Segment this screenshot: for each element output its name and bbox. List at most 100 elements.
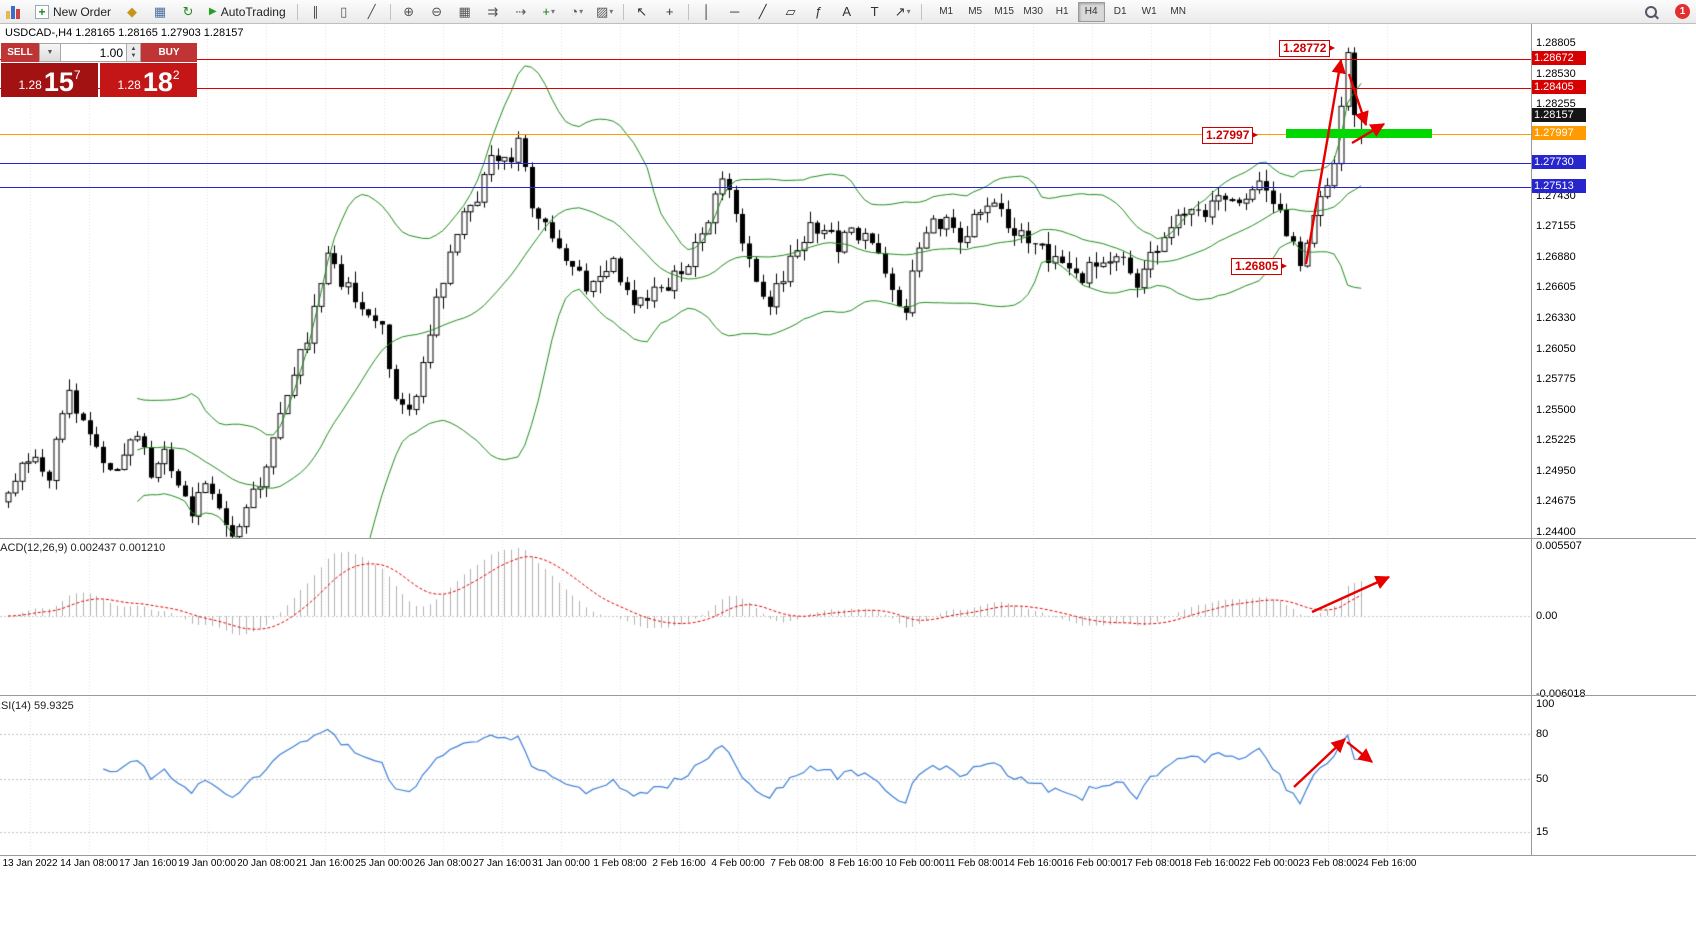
macd-panel-separator[interactable] [0, 538, 1696, 539]
horizontal-line-button[interactable]: ─ [721, 1, 749, 23]
price-scale-label: 1.28805 [1536, 37, 1576, 49]
templates-dropdown-icon: ▾ [609, 7, 614, 16]
time-scale-label: 31 Jan 00:00 [532, 858, 590, 869]
candlestick-chart-icon: ▯ [340, 4, 348, 19]
buy-price-big: 18 [142, 67, 173, 97]
price-scale-label: 0.00 [1536, 610, 1558, 622]
price-scale-label: 80 [1536, 728, 1549, 740]
price-scale-label: 1.26330 [1536, 311, 1576, 324]
time-scale-label: 16 Feb 00:00 [1062, 858, 1122, 869]
price-scale-label: 1.25225 [1536, 434, 1576, 447]
search-icon [1645, 5, 1657, 18]
price-highlight-label: 1.27730 [1532, 155, 1586, 170]
volume-dropdown-button[interactable]: ▼ [39, 43, 61, 62]
line-chart-icon: ╱ [367, 4, 376, 19]
text-label-icon: T [870, 4, 879, 19]
arrows-tool-dropdown-icon: ▾ [906, 7, 911, 16]
indicators-button[interactable]: + ▾ [535, 1, 563, 23]
trendline-icon: ╱ [758, 4, 767, 19]
candlestick-chart-button[interactable]: ▯ [330, 1, 358, 23]
timeframe-button-h1[interactable]: H1 [1055, 6, 1069, 17]
price-scale-label: 1.25775 [1536, 373, 1576, 386]
search-button[interactable] [1637, 1, 1665, 23]
bar-chart-button[interactable]: ∥ [302, 1, 330, 23]
timeframe-button-m15[interactable]: M15 [994, 6, 1014, 17]
price-scale-separator [1531, 24, 1532, 855]
timeframe-button-m1[interactable]: M1 [939, 6, 954, 17]
timeframe-button-m5[interactable]: M5 [968, 6, 983, 17]
time-scale-label: 4 Feb 00:00 [711, 858, 765, 869]
volume-spinner[interactable]: ▲ ▼ [127, 43, 141, 62]
market-watch-button[interactable]: ▦ [146, 1, 174, 23]
sell-price-prefix: 1.28 [18, 78, 42, 92]
refresh-button[interactable]: ↻ [174, 1, 202, 23]
time-scale-label: 24 Feb 16:00 [1357, 858, 1417, 869]
expert-advisors-button[interactable]: ◆ [118, 1, 146, 23]
text-button[interactable]: A [833, 1, 861, 23]
crosshair-icon: + [665, 4, 674, 19]
timeframe-button-mn[interactable]: MN [1170, 6, 1186, 17]
equidistant-channel-button[interactable]: ▱ [777, 1, 805, 23]
price-highlight-label: 1.27997 [1532, 125, 1586, 140]
time-scale-label: 20 Jan 08:00 [237, 858, 295, 869]
time-scale-label: 17 Feb 08:00 [1121, 858, 1181, 869]
time-scale-label: 2 Feb 16:00 [652, 858, 706, 869]
sell-button[interactable]: SELL [1, 43, 39, 62]
time-scale-label: 23 Feb 08:00 [1298, 858, 1358, 869]
crosshair-button[interactable]: + [656, 1, 684, 23]
main-toolbar: + New Order ◆ ▦ ↻ ▶ AutoTrading ∥ ▯ ╱ ⊕ ⊖ ▦ ⇉ ⇢ + ▾… [0, 0, 1696, 24]
time-scale[interactable]: 13 Jan 2022 14 Jan 08:00 17 Jan 16:00 19 Ja… [0, 856, 1696, 874]
periods-button[interactable]: ◔ ▾ [563, 1, 591, 23]
toolbar-separator [920, 3, 922, 20]
bar-chart-icon: ∥ [312, 4, 319, 19]
fibonacci-button[interactable]: ƒ [805, 1, 833, 23]
sell-price-button[interactable]: 1.28 15 7 [1, 63, 98, 97]
line-chart-button[interactable]: ╱ [358, 1, 386, 23]
timeframe-button-w1[interactable]: W1 [1141, 6, 1157, 17]
price-scale-label: 1.28530 [1536, 67, 1576, 80]
time-scale-label: 27 Jan 16:00 [473, 858, 531, 869]
new-order-button[interactable]: + New Order [28, 1, 118, 23]
macd-indicator-label: MACD(12,26,9) 0.002437 0.001210 [0, 542, 166, 554]
one-click-trade-panel: SELL ▼ ▲ ▼ BUY 1.28 15 7 1.28 18 2 [1, 43, 197, 97]
price-scale-label: -0.006018 [1536, 688, 1586, 700]
indicators-dropdown-icon: ▾ [550, 7, 555, 16]
fibonacci-icon: ƒ [815, 4, 823, 19]
rsi-panel-separator[interactable] [0, 695, 1696, 696]
templates-button[interactable]: ▨ ▾ [591, 1, 619, 23]
zoom-out-button[interactable]: ⊖ [423, 1, 451, 23]
autotrading-play-icon: ▶ [209, 6, 217, 17]
expert-advisors-icon: ◆ [127, 4, 138, 19]
auto-scroll-button[interactable]: ⇉ [479, 1, 507, 23]
price-scale-label: 1.24950 [1536, 464, 1576, 477]
timeframe-button-m30[interactable]: M30 [1023, 6, 1043, 17]
price-highlight-label: 1.28157 [1532, 107, 1586, 122]
indicators-icon: + [542, 4, 550, 19]
tile-windows-button[interactable]: ▦ [451, 1, 479, 23]
text-label-button[interactable]: T [861, 1, 889, 23]
timeframe-button-d1[interactable]: D1 [1113, 6, 1127, 17]
buy-price-button[interactable]: 1.28 18 2 [100, 63, 197, 97]
vertical-line-button[interactable]: │ [693, 1, 721, 23]
trendline-button[interactable]: ╱ [749, 1, 777, 23]
time-scale-label: 14 Jan 08:00 [60, 858, 118, 869]
cursor-button[interactable]: ↖ [628, 1, 656, 23]
price-scale-label: 1.26605 [1536, 281, 1576, 294]
price-scale[interactable]: 1.28805 1.28530 1.28255 1.27430 1.27155 1.268… [1531, 24, 1696, 855]
zoom-in-button[interactable]: ⊕ [395, 1, 423, 23]
timeframe-button-h4[interactable]: H4 [1077, 1, 1105, 22]
autotrading-button[interactable]: ▶ AutoTrading [202, 1, 293, 23]
arrows-tool-button[interactable]: ↗ ▾ [889, 1, 917, 23]
time-scale-label: 14 Feb 16:00 [1003, 858, 1063, 869]
volume-input[interactable] [61, 43, 127, 62]
price-highlight-label: 1.28405 [1532, 80, 1586, 95]
chart-shift-button[interactable]: ⇢ [507, 1, 535, 23]
time-scale-label: 1 Feb 08:00 [593, 858, 647, 869]
buy-button[interactable]: BUY [141, 43, 197, 62]
time-scale-label: 13 Jan 2022 [2, 858, 58, 869]
notification-badge[interactable]: 1 [1675, 4, 1690, 19]
price-scale-label: 1.27155 [1536, 220, 1576, 233]
autotrading-label: AutoTrading [220, 4, 286, 19]
cursor-icon: ↖ [636, 4, 648, 19]
